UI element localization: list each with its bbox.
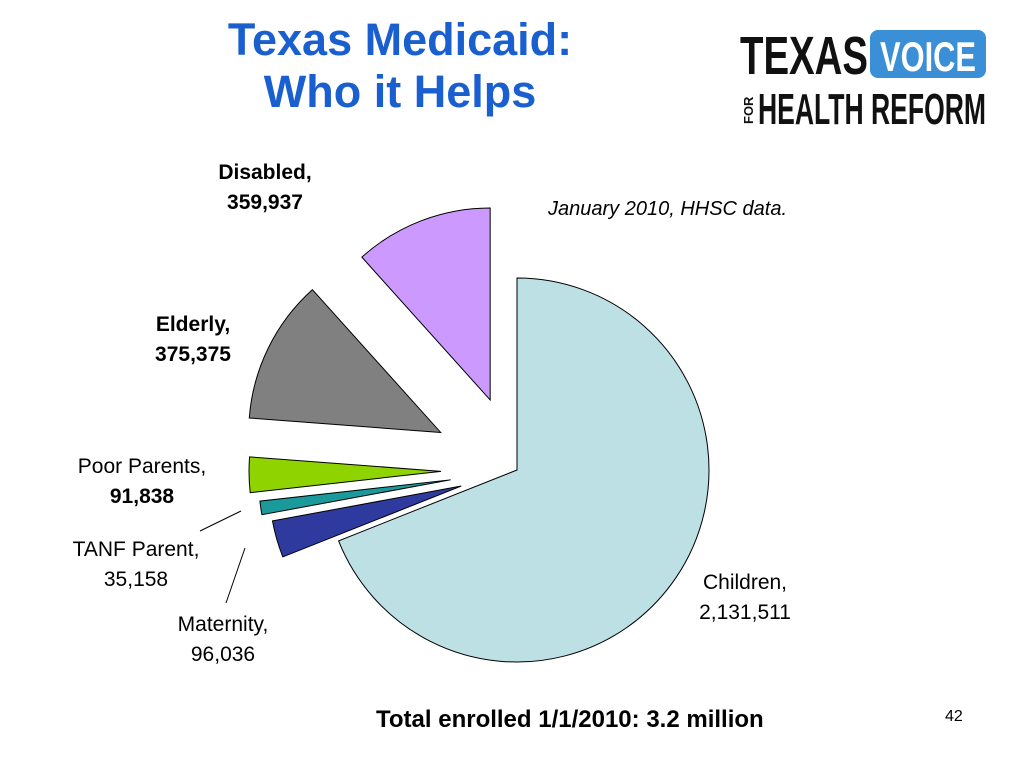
- logo-voice-box: [870, 30, 986, 78]
- label-maternity: Maternity, 96,036: [148, 610, 298, 670]
- label-disabled: Disabled, 359,937: [190, 158, 340, 218]
- label-poor-parents-value: 91,838: [109, 485, 175, 508]
- label-disabled-name: Disabled,: [218, 161, 312, 184]
- pie-slice-maternity: [271, 485, 462, 558]
- label-children-name: Children,: [702, 571, 788, 594]
- pie-slice-poor-parents: [248, 456, 442, 494]
- leader-line-tanf-parent: [199, 510, 242, 532]
- pie-slice-tanf-parent: [259, 479, 451, 516]
- page-number: 42: [945, 708, 963, 725]
- label-elderly-value: 375,375: [155, 343, 231, 366]
- label-poor-parents-name: Poor Parents,: [77, 455, 207, 478]
- texas-voice-logo: TEXAS VOICE FOR HEALTH REFORM: [740, 26, 986, 130]
- slide-title: Texas Medicaid: Who it Helps: [140, 14, 660, 118]
- logo-for-text: FOR: [741, 96, 756, 124]
- label-disabled-value: 359,937: [227, 191, 303, 214]
- label-maternity-value: 96,036: [190, 643, 256, 666]
- label-children: Children, 2,131,511: [675, 568, 815, 628]
- title-line-1: Texas Medicaid:: [227, 14, 573, 65]
- logo-health-reform-text: HEALTH REFORM: [758, 85, 986, 130]
- leader-line-maternity: [225, 547, 246, 604]
- logo-texas-text: TEXAS: [740, 26, 868, 86]
- label-tanf-parent: TANF Parent, 35,158: [48, 535, 224, 595]
- label-children-value: 2,131,511: [699, 601, 791, 624]
- data-source-note: January 2010, HHSC data.: [548, 198, 788, 220]
- label-elderly: Elderly, 375,375: [128, 310, 258, 370]
- title-line-2: Who it Helps: [263, 66, 537, 117]
- pie-slice-elderly: [248, 288, 442, 434]
- total-enrolled-footer: Total enrolled 1/1/2010: 3.2 million: [376, 706, 764, 733]
- label-tanf-parent-value: 35,158: [103, 568, 169, 591]
- pie-slice-children: [337, 277, 710, 663]
- label-poor-parents: Poor Parents, 91,838: [52, 452, 232, 512]
- label-maternity-name: Maternity,: [177, 613, 269, 636]
- logo-voice-text: VOICE: [880, 33, 976, 80]
- label-elderly-name: Elderly,: [155, 313, 231, 336]
- pie-slice-disabled: [361, 207, 491, 402]
- label-tanf-parent-name: TANF Parent,: [72, 538, 200, 561]
